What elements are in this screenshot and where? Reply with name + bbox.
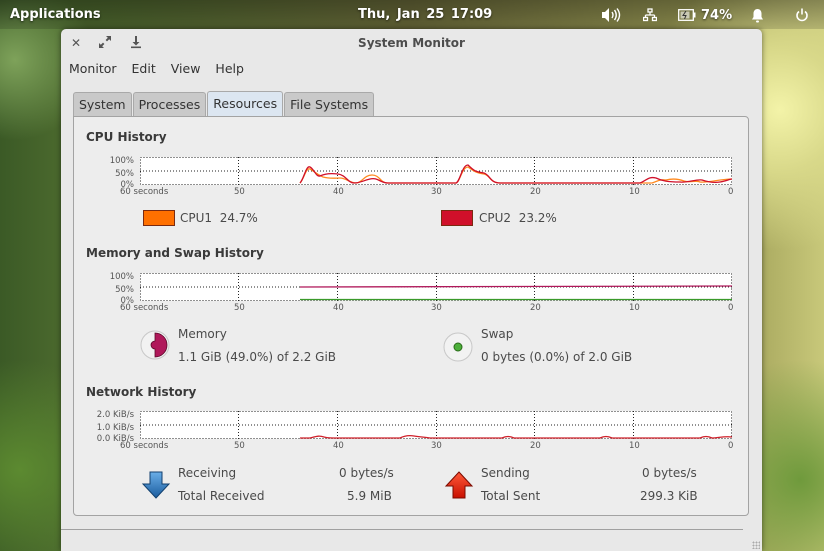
receiving-label: Receiving: [178, 466, 237, 480]
network-icon[interactable]: [643, 6, 657, 24]
cpu-x-tick: 50: [234, 187, 245, 197]
memory-y-tick: 100%: [109, 272, 134, 282]
memory-x-tick: 0: [728, 303, 734, 313]
receiving-value: 0 bytes/s: [339, 466, 394, 480]
total-received-label: Total Received: [178, 489, 265, 503]
top-panel: Applications Thu, Jan 25 17:09 74%: [0, 0, 824, 29]
swap-pie-icon[interactable]: [443, 332, 473, 365]
cpu-x-tick: 30: [431, 187, 442, 197]
tab-bar: System Processes Resources File Systems: [73, 91, 375, 117]
resize-grip[interactable]: [752, 541, 760, 549]
cpu-x-tick: 10: [629, 187, 640, 197]
total-sent-value: 299.3 KiB: [640, 489, 698, 503]
memory-history-title: Memory and Swap History: [86, 246, 264, 260]
cpu-history-graph: [140, 157, 733, 185]
network-x-tick: 0: [728, 441, 734, 451]
cpu2-label: CPU2 23.2%: [479, 211, 557, 225]
cpu-y-tick: 100%: [109, 156, 134, 166]
memory-y-tick: 0%: [120, 296, 135, 306]
cpu1-color-swatch[interactable]: [143, 210, 175, 226]
swap-label: Swap: [481, 327, 514, 341]
minimize-icon[interactable]: [128, 35, 144, 51]
battery-percent: 74%: [701, 7, 733, 23]
tab-system[interactable]: System: [73, 92, 132, 117]
tab-resources[interactable]: Resources: [207, 91, 284, 117]
memory-x-tick: 20: [530, 303, 541, 313]
receiving-arrow-icon: [141, 470, 171, 503]
menu-edit[interactable]: Edit: [131, 60, 156, 76]
menu-help[interactable]: Help: [215, 60, 244, 76]
tab-processes[interactable]: Processes: [132, 92, 207, 117]
network-y-tick: 2.0 KiB/s: [96, 410, 134, 420]
network-history-graph: [140, 411, 733, 439]
sending-value: 0 bytes/s: [642, 466, 697, 480]
cpu-y-tick: 0%: [120, 180, 135, 190]
network-x-tick: 60 seconds: [120, 441, 169, 451]
menubar: Monitor Edit View Help: [61, 57, 762, 79]
swap-value: 0 bytes (0.0%) of 2.0 GiB: [481, 350, 633, 364]
menu-monitor[interactable]: Monitor: [69, 60, 117, 76]
power-icon[interactable]: [795, 6, 809, 24]
sending-arrow-icon: [444, 470, 474, 503]
cpu-x-tick: 60 seconds: [120, 187, 169, 197]
close-icon[interactable]: ✕: [70, 36, 82, 50]
cpu-history-title: CPU History: [86, 130, 167, 144]
cpu-x-tick: 20: [530, 187, 541, 197]
sending-label: Sending: [481, 466, 530, 480]
network-y-tick: 0.0 KiB/s: [96, 434, 134, 444]
memory-x-tick: 30: [431, 303, 442, 313]
network-x-tick: 10: [629, 441, 640, 451]
notifications-bell-icon[interactable]: [751, 6, 764, 24]
network-x-tick: 20: [530, 441, 541, 451]
cpu-x-tick: 0: [728, 187, 734, 197]
system-monitor-window: ✕ System Monitor Monitor Edit View Help …: [61, 29, 762, 551]
memory-x-tick: 50: [234, 303, 245, 313]
window-title: System Monitor: [358, 36, 465, 50]
titlebar[interactable]: ✕ System Monitor: [61, 29, 762, 57]
memory-history-graph: [140, 273, 733, 301]
menu-view[interactable]: View: [170, 60, 201, 76]
network-x-tick: 40: [333, 441, 344, 451]
memory-label: Memory: [178, 327, 227, 341]
battery-icon[interactable]: [678, 6, 696, 24]
memory-x-tick: 60 seconds: [120, 303, 169, 313]
network-x-tick: 30: [431, 441, 442, 451]
cpu1-label: CPU1 24.7%: [180, 211, 258, 225]
cpu-y-tick: 50%: [115, 169, 134, 179]
clock[interactable]: Thu, Jan 25 17:09: [358, 7, 493, 22]
applications-menu[interactable]: Applications: [10, 7, 101, 22]
memory-x-tick: 40: [333, 303, 344, 313]
memory-x-tick: 10: [629, 303, 640, 313]
network-y-tick: 1.0 KiB/s: [96, 423, 134, 433]
network-history-title: Network History: [86, 385, 197, 399]
status-bar-divider: [61, 529, 743, 530]
resources-panel: CPU History 100% 50% 0% 60 seconds 50 40…: [73, 116, 749, 516]
maximize-icon[interactable]: [97, 35, 113, 51]
cpu-x-tick: 40: [333, 187, 344, 197]
tab-file-systems[interactable]: File Systems: [284, 92, 375, 117]
volume-icon[interactable]: [601, 6, 621, 24]
memory-value: 1.1 GiB (49.0%) of 2.2 GiB: [178, 350, 337, 364]
network-x-tick: 50: [234, 441, 245, 451]
total-sent-label: Total Sent: [481, 489, 541, 503]
cpu2-color-swatch[interactable]: [441, 210, 473, 226]
memory-y-tick: 50%: [115, 285, 134, 295]
total-received-value: 5.9 MiB: [347, 489, 392, 503]
memory-pie-icon[interactable]: [140, 330, 170, 363]
